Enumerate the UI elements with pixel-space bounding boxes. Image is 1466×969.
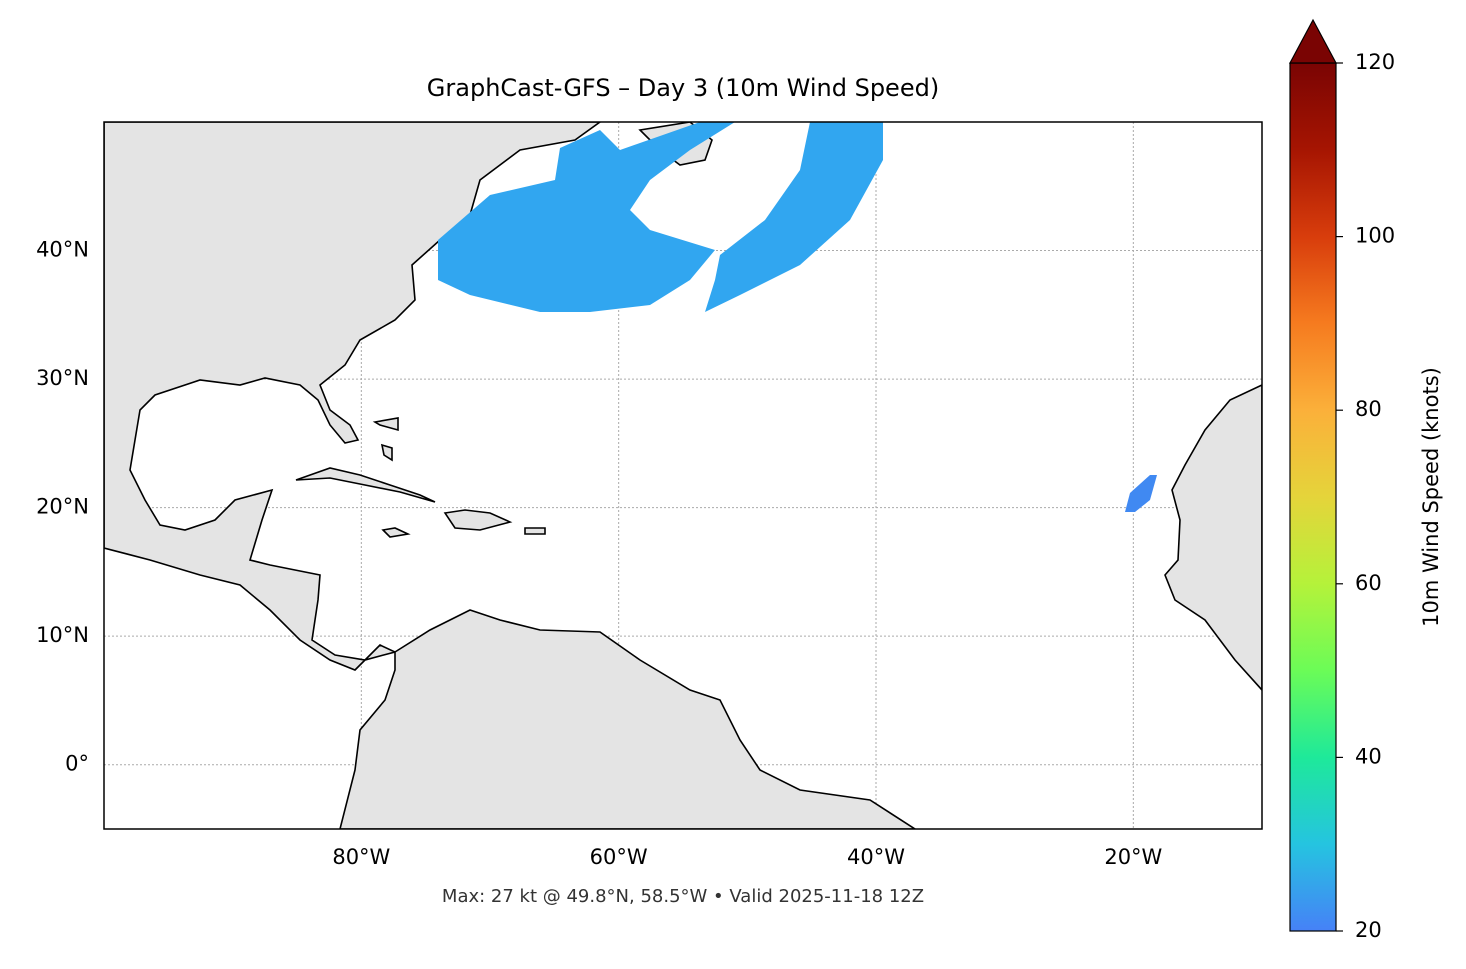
colorbar-tick-label: 20: [1355, 918, 1382, 942]
wind-swath: [438, 122, 735, 312]
cuba: [295, 467, 436, 503]
colorbar-tick-label: 120: [1355, 50, 1395, 74]
y-tick-label: 40°N: [36, 238, 89, 262]
colorbar-tick-label: 60: [1355, 571, 1382, 595]
north-central-america: [104, 122, 602, 671]
hispaniola: [443, 509, 513, 531]
y-tick-label: 10°N: [36, 623, 89, 647]
wind-swath: [705, 122, 883, 312]
y-tick-label: 0°: [65, 752, 89, 776]
puerto-rico: [524, 527, 546, 535]
y-tick-label: 30°N: [36, 366, 89, 390]
colorbar-tick-label: 100: [1355, 224, 1395, 248]
x-tick-label: 20°W: [1104, 845, 1162, 869]
colorbar-tick-label: 40: [1355, 744, 1382, 768]
colorbar-label: 10m Wind Speed (knots): [1419, 367, 1443, 627]
x-tick-label: 40°W: [847, 845, 905, 869]
wind-swath: [1125, 475, 1157, 512]
chart-title: GraphCast-GFS – Day 3 (10m Wind Speed): [427, 74, 939, 102]
south-america: [339, 609, 917, 829]
x-tick-label: 80°W: [332, 845, 390, 869]
jamaica: [381, 527, 411, 538]
africa: [1164, 384, 1262, 692]
colorbar-tick-label: 80: [1355, 397, 1382, 421]
x-tick-label: 60°W: [590, 845, 648, 869]
bahamas: [372, 417, 399, 462]
colorbar: [1289, 62, 1337, 932]
map: [104, 122, 1262, 829]
footer: Max: 27 kt @ 49.8°N, 58.5°W • Valid 2025…: [442, 886, 924, 907]
colorbar-extension: [1288, 18, 1338, 64]
y-tick-label: 20°N: [36, 495, 89, 519]
map-frame: [103, 121, 1263, 830]
